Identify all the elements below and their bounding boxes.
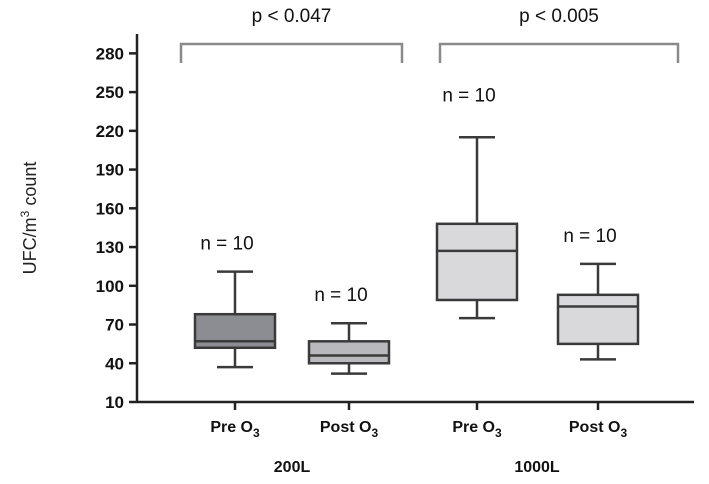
box-4 <box>556 262 640 361</box>
iqr-box <box>435 222 519 302</box>
p-value-label: p < 0.047 <box>252 6 332 27</box>
n-label: n = 10 <box>442 85 495 106</box>
group-label: 1000L <box>514 459 560 476</box>
n-label: n = 10 <box>314 285 367 306</box>
comparison-bracket <box>179 42 404 63</box>
box-3 <box>435 136 519 320</box>
y-axis-title: UFC/m3 count <box>18 162 40 275</box>
iqr-box <box>556 293 640 346</box>
y-tick-label: 280 <box>96 44 124 63</box>
labels: n = 10 Pre O3 n = 10 Post O3 n = 10 Pre O3 n =… <box>179 6 680 476</box>
n-label: n = 10 <box>563 226 616 247</box>
y-tick-label: 40 <box>105 354 124 373</box>
y-tick-label: 160 <box>96 199 124 218</box>
axes: 10 40 70 100 130 160 190 220 250 280 <box>96 34 694 412</box>
y-axis-title-part1: UFC/m <box>20 217 40 274</box>
y-axis-title-superscript: 3 <box>18 210 32 217</box>
category-label: Post O3 <box>569 419 628 440</box>
y-axis-title-part2: count <box>20 162 40 211</box>
boxes <box>193 136 640 375</box>
y-tick-label: 70 <box>105 316 124 335</box>
n-label: n = 10 <box>200 234 253 255</box>
y-tick-label: 100 <box>96 277 124 296</box>
y-tick-label: 250 <box>96 83 124 102</box>
iqr-box <box>193 312 277 350</box>
y-tick-label: 10 <box>105 393 124 412</box>
category-label: Post O3 <box>320 419 379 440</box>
iqr-box <box>307 340 391 365</box>
group-label: 200L <box>274 459 311 476</box>
p-value-label: p < 0.005 <box>519 6 599 27</box>
box-2 <box>307 321 391 375</box>
y-tick-label: 220 <box>96 122 124 141</box>
y-tick-label: 130 <box>96 238 124 257</box>
category-label: Pre O3 <box>452 419 502 440</box>
category-label: Pre O3 <box>210 419 260 440</box>
box-1 <box>193 270 277 369</box>
y-tick-label: 190 <box>96 161 124 180</box>
comparison-bracket <box>438 42 680 63</box>
